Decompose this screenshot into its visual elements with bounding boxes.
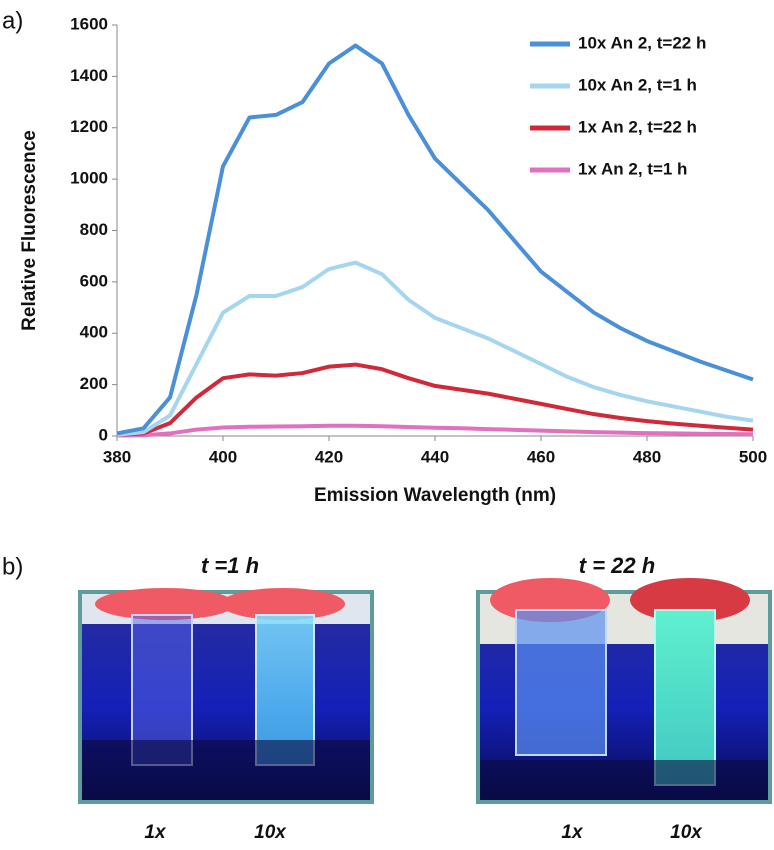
panel-label: b): [2, 553, 23, 580]
photo-title: t = 22 h: [579, 553, 655, 578]
x-tick-label: 480: [633, 447, 661, 466]
y-tick-label: 400: [80, 323, 108, 342]
x-tick-label: 440: [421, 447, 449, 466]
legend-label: 10x An 2, t=22 h: [578, 33, 706, 52]
x-tick-label: 380: [103, 447, 131, 466]
y-tick-label: 1200: [70, 117, 108, 136]
y-tick-label: 1400: [70, 66, 108, 85]
photo-label: 1x: [144, 822, 167, 843]
legend-label: 1x An 2, t=22 h: [578, 117, 697, 136]
photo: [78, 588, 374, 804]
series-line: [116, 362, 754, 437]
series-line: [116, 260, 754, 437]
photo-label: 10x: [254, 822, 287, 843]
cap: [221, 588, 345, 620]
photo-label: 10x: [670, 822, 703, 843]
x-axis-title: Emission Wavelength (nm): [314, 485, 556, 506]
table: [480, 760, 768, 800]
y-axis-title: Relative Fluorescence: [19, 130, 40, 331]
x-tick-label: 400: [209, 447, 237, 466]
photo-label: 1x: [561, 822, 584, 843]
table: [82, 740, 370, 800]
y-tick-label: 600: [80, 271, 108, 290]
cuvette: [654, 609, 716, 786]
photo: [476, 578, 772, 804]
series-line: [116, 43, 754, 436]
y-tick-label: 1000: [70, 169, 108, 188]
y-tick-label: 200: [80, 374, 108, 393]
x-tick-label: 500: [739, 447, 767, 466]
photo-title: t =1 h: [201, 553, 259, 578]
y-tick-label: 800: [80, 220, 108, 239]
cuvette: [515, 609, 607, 756]
x-tick-label: 420: [315, 447, 343, 466]
cap: [95, 588, 235, 620]
panel-label: a): [2, 7, 23, 34]
series-line: [116, 423, 754, 438]
y-tick-label: 0: [99, 425, 108, 444]
y-tick-label: 1600: [70, 14, 108, 33]
legend-label: 10x An 2, t=1 h: [578, 75, 697, 94]
legend-label: 1x An 2, t=1 h: [578, 159, 687, 178]
x-tick-label: 460: [527, 447, 555, 466]
